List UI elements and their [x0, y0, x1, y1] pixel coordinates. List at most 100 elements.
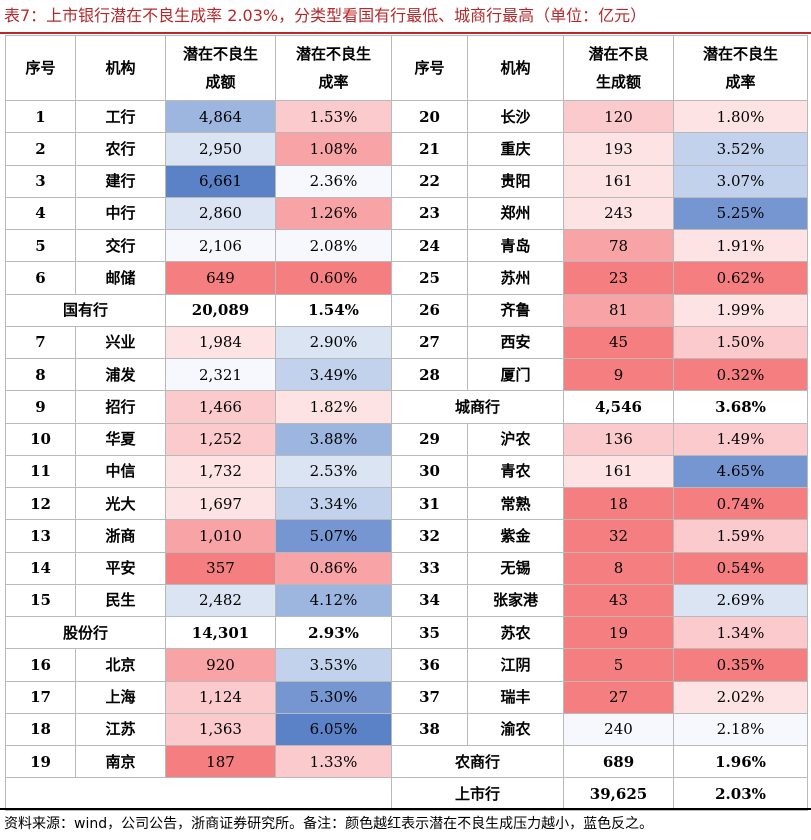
seq-cell: 31 — [391, 486, 468, 521]
bank-name-cell: 光大 — [75, 486, 166, 521]
seq-cell: 1 — [5, 99, 76, 134]
table-row: 11 中信 1,732 2.53% 30 青农 161 4.65% — [5, 454, 808, 489]
seq-cell: 17 — [5, 680, 76, 714]
seq-cell: 27 — [391, 325, 468, 360]
bank-name-cell: 交行 — [75, 228, 166, 263]
npl-rate-cell: 5.30% — [275, 680, 392, 714]
bank-name-cell: 招行 — [75, 390, 166, 424]
table-row: 国有行 20,089 1.54% 26 齐鲁 81 1.99% — [5, 293, 808, 327]
bank-name-cell: 建行 — [75, 164, 166, 198]
npl-amount-cell: 6,661 — [165, 164, 276, 198]
group-subtotal-label: 股份行 — [5, 615, 166, 650]
bank-name-cell: 苏农 — [467, 615, 564, 650]
seq-cell: 19 — [5, 744, 76, 779]
group-subtotal-amount: 689 — [563, 744, 674, 779]
bank-name-cell: 平安 — [75, 551, 166, 585]
bank-name-cell: 齐鲁 — [467, 293, 564, 327]
npl-amount-cell: 23 — [563, 261, 674, 295]
npl-amount-cell: 240 — [563, 712, 674, 747]
table-row: 13 浙商 1,010 5.07% 32 紫金 32 1.59% — [5, 519, 808, 553]
bank-name-cell: 青农 — [467, 454, 564, 489]
seq-cell: 18 — [5, 712, 76, 747]
seq-cell: 13 — [5, 519, 76, 553]
header-institution-2: 机构 — [467, 35, 564, 101]
seq-cell: 36 — [391, 648, 468, 682]
npl-table: 序号 机构 潜在不良生 成额 潜在不良生 成率 序号 机构 潜在不良 生成额 潜在不良… — [5, 35, 808, 811]
seq-cell: 12 — [5, 486, 76, 521]
npl-amount-cell: 1,984 — [165, 325, 276, 360]
npl-amount-cell: 32 — [563, 519, 674, 553]
npl-amount-cell: 1,124 — [165, 680, 276, 714]
npl-rate-cell: 2.18% — [673, 712, 808, 747]
npl-amount-cell: 243 — [563, 196, 674, 231]
npl-rate-cell: 0.32% — [673, 357, 808, 392]
npl-amount-cell: 187 — [165, 744, 276, 779]
seq-cell: 3 — [5, 164, 76, 198]
npl-rate-cell: 1.49% — [673, 422, 808, 456]
npl-rate-cell: 1.91% — [673, 228, 808, 263]
bank-name-cell: 厦门 — [467, 357, 564, 392]
npl-amount-cell: 5 — [563, 648, 674, 682]
header-npl-amount-2: 潜在不良 生成额 — [563, 35, 674, 101]
seq-cell: 38 — [391, 712, 468, 747]
npl-amount-cell: 649 — [165, 261, 276, 295]
bank-name-cell: 工行 — [75, 99, 166, 134]
npl-rate-cell: 2.53% — [275, 454, 392, 489]
header-npl-rate: 潜在不良生 成率 — [275, 35, 392, 101]
title-rule — [0, 32, 811, 34]
table-row: 19 南京 187 1.33% 农商行 689 1.96% — [5, 744, 808, 779]
npl-rate-cell: 4.65% — [673, 454, 808, 489]
bank-name-cell: 浦发 — [75, 357, 166, 392]
npl-rate-cell: 2.08% — [275, 228, 392, 263]
table-row: 6 邮储 649 0.60% 25 苏州 23 0.62% — [5, 261, 808, 295]
bank-name-cell: 华夏 — [75, 422, 166, 456]
npl-amount-cell: 78 — [563, 228, 674, 263]
bank-name-cell: 邮储 — [75, 261, 166, 295]
npl-amount-cell: 1,363 — [165, 712, 276, 747]
npl-rate-cell: 4.12% — [275, 583, 392, 618]
bank-name-cell: 农行 — [75, 132, 166, 166]
npl-rate-cell: 1.80% — [673, 99, 808, 134]
npl-rate-cell: 2.90% — [275, 325, 392, 360]
bank-name-cell: 中信 — [75, 454, 166, 489]
table-row: 8 浦发 2,321 3.49% 28 厦门 9 0.32% — [5, 357, 808, 392]
table-row: 7 兴业 1,984 2.90% 27 西安 45 1.50% — [5, 325, 808, 360]
seq-cell: 15 — [5, 583, 76, 618]
npl-rate-cell: 0.62% — [673, 261, 808, 295]
seq-cell: 37 — [391, 680, 468, 714]
npl-amount-cell: 1,732 — [165, 454, 276, 489]
bank-name-cell: 贵阳 — [467, 164, 564, 198]
table-row: 12 光大 1,697 3.34% 31 常熟 18 0.74% — [5, 486, 808, 521]
bank-name-cell: 中行 — [75, 196, 166, 231]
npl-rate-cell: 3.53% — [275, 648, 392, 682]
npl-rate-cell: 2.69% — [673, 583, 808, 618]
npl-amount-cell: 81 — [563, 293, 674, 327]
npl-amount-cell: 136 — [563, 422, 674, 456]
npl-rate-cell: 1.26% — [275, 196, 392, 231]
bank-name-cell: 南京 — [75, 744, 166, 779]
table-row: 3 建行 6,661 2.36% 22 贵阳 161 3.07% — [5, 164, 808, 198]
group-subtotal-label: 农商行 — [391, 744, 564, 779]
npl-rate-cell: 1.82% — [275, 390, 392, 424]
bank-name-cell: 郑州 — [467, 196, 564, 231]
npl-rate-cell: 3.52% — [673, 132, 808, 166]
npl-amount-cell: 1,697 — [165, 486, 276, 521]
seq-cell: 8 — [5, 357, 76, 392]
header-npl-amount: 潜在不良生 成额 — [165, 35, 276, 101]
group-subtotal-label: 国有行 — [5, 293, 166, 327]
bank-name-cell: 渝农 — [467, 712, 564, 747]
npl-amount-cell: 1,252 — [165, 422, 276, 456]
npl-rate-cell: 3.34% — [275, 486, 392, 521]
bank-name-cell: 西安 — [467, 325, 564, 360]
table-row: 4 中行 2,860 1.26% 23 郑州 243 5.25% — [5, 196, 808, 231]
seq-cell: 5 — [5, 228, 76, 263]
table-row: 9 招行 1,466 1.82% 城商行 4,546 3.68% — [5, 390, 808, 424]
table-title: 表7：上市银行潜在不良生成率 2.03%，分类型看国有行最低、城商行最高（单位：… — [4, 6, 647, 25]
npl-rate-cell: 0.74% — [673, 486, 808, 521]
bank-name-cell: 民生 — [75, 583, 166, 618]
seq-cell: 4 — [5, 196, 76, 231]
seq-cell: 6 — [5, 261, 76, 295]
npl-rate-cell: 3.07% — [673, 164, 808, 198]
table-row: 14 平安 357 0.86% 33 无锡 8 0.54% — [5, 551, 808, 585]
bank-name-cell: 张家港 — [467, 583, 564, 618]
